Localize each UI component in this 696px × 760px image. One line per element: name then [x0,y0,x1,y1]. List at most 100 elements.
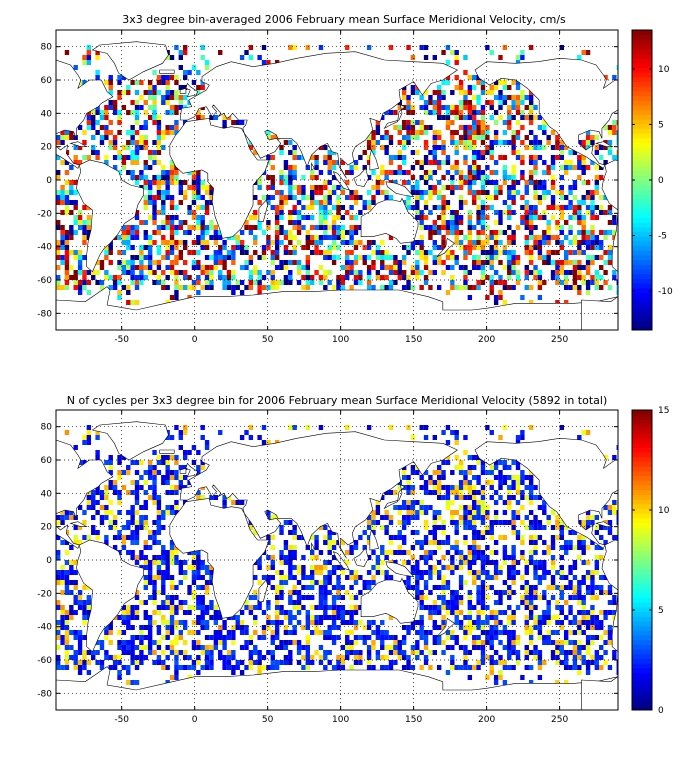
data-bin [331,665,337,670]
data-bin [73,155,78,160]
data-bin [450,600,455,605]
data-bin [244,250,249,255]
colorbar-swatch [632,494,652,500]
data-bin [480,645,486,650]
data-bin [191,660,197,665]
data-bin [480,530,486,535]
data-bin [476,285,481,290]
data-bin [612,455,617,460]
colorbar-swatch [632,170,652,176]
data-bin [594,595,600,600]
data-bin [537,625,543,630]
data-bin [126,285,131,290]
data-bin [467,590,473,595]
data-bin [244,430,249,435]
data-bin [345,270,350,275]
data-bin [143,600,148,605]
data-bin [165,240,170,245]
data-bin [69,210,74,215]
data-bin [581,230,586,235]
data-bin [371,200,376,205]
data-bin [161,660,166,665]
data-bin [502,80,508,85]
data-bin [200,245,205,250]
data-bin [568,270,573,275]
data-bin [156,140,162,145]
data-bin [568,665,573,670]
data-bin [108,120,113,125]
data-bin [401,500,407,505]
data-bin [213,255,219,260]
data-bin [419,45,424,50]
data-bin [498,95,503,100]
data-bin [524,240,529,245]
data-bin [436,560,442,565]
data-bin [406,200,411,205]
data-bin [603,195,608,200]
data-bin [95,490,100,495]
data-bin [515,605,521,610]
data-bin [174,660,179,665]
data-bin [498,260,503,265]
data-bin [95,530,100,535]
data-bin [493,630,499,635]
data-bin [419,475,424,480]
data-bin [432,540,437,545]
colorbar-swatch [632,62,652,68]
data-bin [56,170,61,175]
data-bin [450,565,455,570]
data-bin [196,215,201,220]
data-bin [550,615,556,620]
data-bin [524,665,529,670]
data-bin [86,155,92,160]
data-bin [174,470,179,475]
data-bin [450,605,455,610]
data-bin [555,250,560,255]
data-bin [117,170,122,175]
data-bin [489,105,494,110]
data-bin [178,225,183,230]
data-bin [480,560,486,565]
data-bin [156,115,162,120]
data-bin [309,595,315,600]
colorbar-swatch [632,686,652,692]
data-bin [485,100,490,105]
data-bin [480,495,486,500]
data-bin [274,205,280,210]
data-bin [353,545,359,550]
data-bin [274,255,280,260]
data-bin [112,490,118,495]
data-bin [515,260,521,265]
data-bin [165,655,170,660]
data-bin [288,660,293,665]
data-bin [156,195,162,200]
colorbar-swatch [632,649,652,655]
data-bin [380,495,385,500]
data-bin [463,115,468,120]
data-bin [165,255,170,260]
data-bin [86,225,92,230]
data-bin [603,650,608,655]
data-bin [406,585,411,590]
data-bin [279,170,284,175]
data-bin [472,225,477,230]
data-bin [112,110,118,115]
data-bin [121,230,127,235]
data-bin [91,490,96,495]
data-bin [415,210,420,215]
data-bin [493,160,499,165]
data-bin [594,620,600,625]
data-bin [161,280,166,285]
data-bin [266,200,271,205]
colorbar-swatch [632,212,652,218]
data-bin [191,555,197,560]
data-bin [358,535,363,540]
data-bin [480,105,486,110]
data-bin [507,215,512,220]
data-bin [458,105,464,110]
data-bin [533,270,538,275]
data-bin [480,535,486,540]
data-bin [161,455,166,460]
data-bin [134,480,140,485]
data-bin [187,205,192,210]
